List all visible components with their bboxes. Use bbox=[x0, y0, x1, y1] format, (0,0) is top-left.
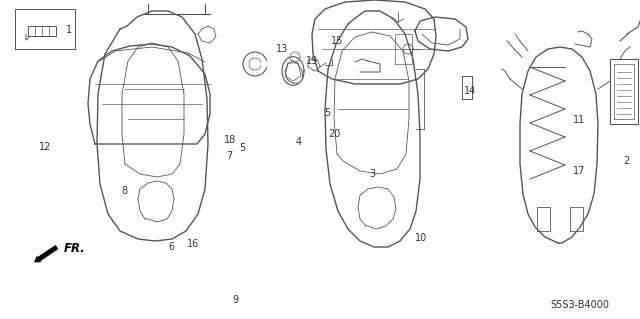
Text: 4: 4 bbox=[296, 137, 302, 147]
Text: 8: 8 bbox=[122, 186, 128, 197]
Text: 14: 14 bbox=[464, 86, 477, 96]
Text: FR.: FR. bbox=[64, 242, 86, 256]
Text: 11: 11 bbox=[573, 115, 586, 125]
Text: 12: 12 bbox=[38, 142, 51, 152]
Text: S5S3-B4000: S5S3-B4000 bbox=[550, 300, 609, 310]
Text: 2: 2 bbox=[623, 156, 629, 166]
Text: 5: 5 bbox=[239, 143, 245, 153]
Text: 17: 17 bbox=[573, 166, 586, 176]
Text: 3: 3 bbox=[369, 169, 376, 179]
Text: 13: 13 bbox=[275, 44, 288, 55]
Text: 9: 9 bbox=[232, 295, 239, 305]
Text: 1: 1 bbox=[66, 25, 72, 35]
Text: 19: 19 bbox=[306, 56, 319, 66]
Text: 7: 7 bbox=[226, 151, 232, 161]
Text: 5: 5 bbox=[324, 108, 331, 118]
FancyArrow shape bbox=[34, 245, 58, 262]
Text: 16: 16 bbox=[187, 239, 200, 249]
Text: 6: 6 bbox=[168, 242, 175, 252]
Text: 18: 18 bbox=[224, 135, 237, 145]
Text: 15: 15 bbox=[331, 36, 344, 47]
Bar bbox=[28, 26, 56, 36]
Text: 20: 20 bbox=[328, 129, 340, 139]
Text: 10: 10 bbox=[415, 233, 428, 243]
